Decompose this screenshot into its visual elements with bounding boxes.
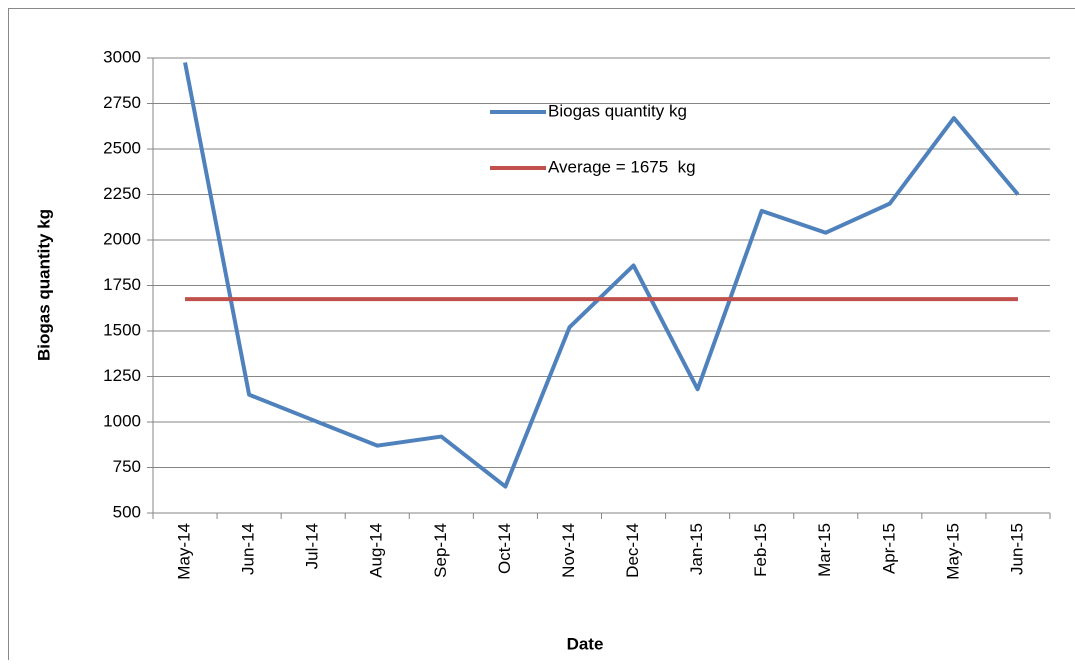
x-tick-label: May-15 (943, 523, 962, 580)
x-tick-label: May-14 (175, 523, 194, 580)
legend-label: Average = 1675 kg (548, 157, 696, 176)
x-tick-label: Jan-15 (687, 523, 706, 575)
data-line (185, 63, 1018, 487)
x-tick-label: Aug-14 (367, 523, 386, 578)
x-axis-title: Date (567, 634, 604, 653)
legend-label: Biogas quantity kg (548, 101, 687, 120)
x-tick-label: Feb-15 (751, 523, 770, 577)
x-tick-label: Dec-14 (623, 523, 642, 578)
y-tick-label: 2250 (103, 184, 141, 203)
y-tick-label: 500 (113, 502, 141, 521)
x-tick-label: Oct-14 (495, 523, 514, 574)
x-tick-label: Apr-15 (879, 523, 898, 574)
x-tick-label: Nov-14 (559, 523, 578, 578)
y-axis-title: Biogas quantity kg (34, 209, 53, 361)
x-tick-label: Jun-14 (239, 523, 258, 575)
y-tick-label: 1500 (103, 320, 141, 339)
y-tick-label: 3000 (103, 47, 141, 66)
x-tick-label: Mar-15 (815, 523, 834, 577)
y-tick-label: 1250 (103, 366, 141, 385)
y-tick-label: 2500 (103, 138, 141, 157)
y-tick-label: 750 (113, 457, 141, 476)
y-tick-label: 2750 (103, 93, 141, 112)
y-tick-label: 1750 (103, 275, 141, 294)
y-tick-label: 2000 (103, 229, 141, 248)
chart-frame (9, 9, 1075, 661)
x-tick-label: Sep-14 (431, 523, 450, 578)
y-tick-label: 1000 (103, 411, 141, 430)
x-tick-label: Jul-14 (303, 523, 322, 569)
x-tick-label: Jun-15 (1007, 523, 1026, 575)
